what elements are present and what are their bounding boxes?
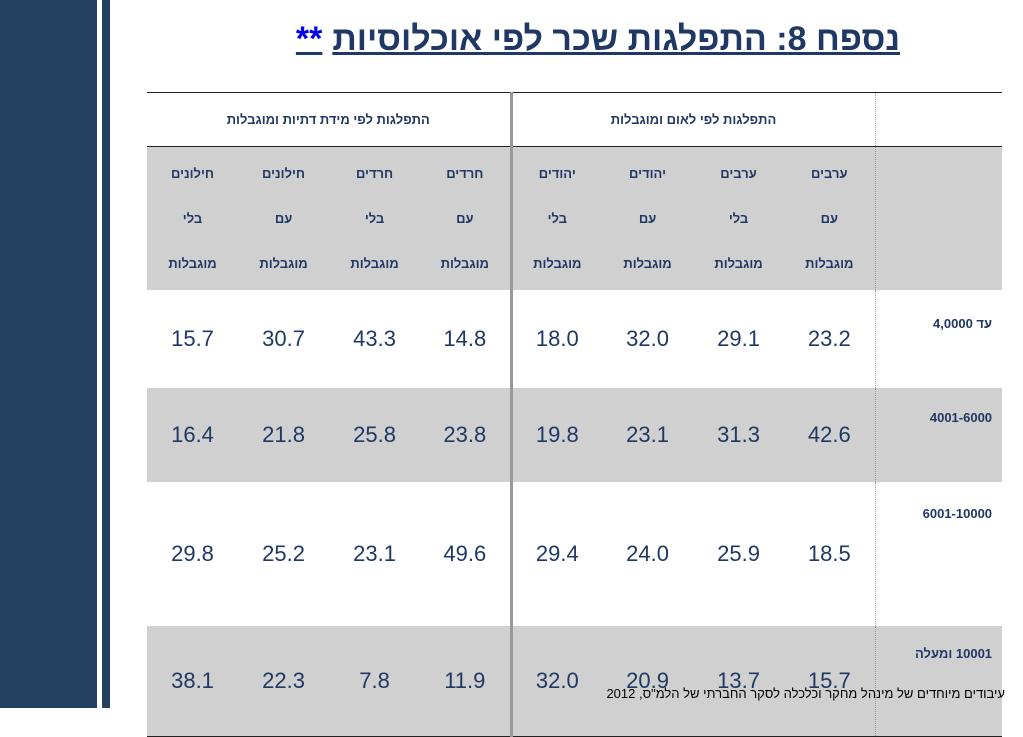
column-header-line: חרדים <box>446 166 484 181</box>
table-cell: 25.9 <box>717 541 760 566</box>
table-cell: 18.5 <box>807 541 851 566</box>
column-header-line: מוגבלות <box>350 256 399 271</box>
title-text: נספח 8: התפלגות שכר לפי אוכלוסיות <box>332 20 900 58</box>
table-cell: 38.1 <box>147 626 239 737</box>
column-header: יהודים עם מוגבלות <box>602 146 694 290</box>
column-header-line: מוגבלות <box>533 256 582 271</box>
sidebar-panel <box>0 0 97 708</box>
column-header-line: עם <box>820 211 838 226</box>
table-cell: 23.8 <box>420 388 512 482</box>
table-cell: 23.2 <box>807 326 851 351</box>
column-header-line: מוגבלות <box>623 256 672 271</box>
group-header-nation: התפלגות לפי לאום ומוגבלות <box>509 92 876 147</box>
table-cell: 20.9 <box>602 626 694 737</box>
group-header-row: התפלגות לפי לאום ומוגבלות התפלגות לפי מי… <box>147 92 1003 147</box>
column-header: יהודים בלי מוגבלות <box>509 146 603 290</box>
source-note: עיבודים מיוחדים של מינהל מחקר וכלכלה לסק… <box>606 686 1005 701</box>
table-cell: 23.1 <box>353 541 396 566</box>
table-cell: 32.0 <box>626 326 669 351</box>
table-cell: 49.6 <box>443 541 487 566</box>
table-row: 6001-10000 18.5 25.9 24.0 29.4 49.6 23.1 25.2 29… <box>147 482 1003 626</box>
column-header-line: מוגבלות <box>259 256 308 271</box>
column-header: חילונים עם מוגבלות <box>238 146 330 290</box>
table-cell: 30.7 <box>262 326 305 351</box>
column-header-line: ערבים <box>720 166 757 181</box>
table-cell: 29.8 <box>171 541 214 566</box>
table-row: 4001-6000 42.6 31.3 23.1 19.8 23.8 25.8 21.8 16.… <box>147 388 1003 482</box>
table-cell: 24.0 <box>626 541 669 566</box>
row-label: 6001-10000 <box>874 482 1003 626</box>
column-header: חילונים בלי מוגבלות <box>147 146 239 290</box>
column-header-line: עם <box>456 211 474 226</box>
column-header-line: חרדים <box>355 166 394 181</box>
table-cell: 11.9 <box>420 626 512 737</box>
row-label: 4001-6000 <box>874 388 1003 482</box>
column-header-line: עם <box>638 211 657 226</box>
table-cell: 16.4 <box>147 388 239 482</box>
table-cell: 32.0 <box>509 626 603 737</box>
column-header-line: מוגבלות <box>168 256 217 271</box>
table-cell: 25.8 <box>329 388 421 482</box>
table-cell: 25.2 <box>262 541 305 566</box>
page-title: נספח 8: התפלגות שכר לפי אוכלוסיות** <box>140 20 900 59</box>
column-header-line: מוגבלות <box>440 256 489 271</box>
column-header-line: חילונים <box>262 166 306 181</box>
column-header-line: ערבים <box>811 166 848 181</box>
column-header-line: עם <box>274 211 293 226</box>
column-header: חרדים בלי מוגבלות <box>329 146 421 290</box>
table-row: 10001 ומעלה 15.7 13.7 20.9 32.0 11.9 7.8 22.3 38… <box>147 626 1003 737</box>
table-cell: 13.7 <box>693 626 785 737</box>
row-label: 10001 ומעלה <box>874 626 1003 737</box>
group-header-religion: התפלגות לפי מידת דתיות ומוגבלות <box>147 92 512 147</box>
table-cell: 29.4 <box>509 482 603 626</box>
column-header-line: מוגבלות <box>714 256 763 271</box>
table-cell: 29.1 <box>717 326 760 351</box>
table-cell: 15.7 <box>784 626 876 737</box>
column-header-line: מוגבלות <box>805 256 854 271</box>
salary-distribution-table: התפלגות לפי לאום ומוגבלות התפלגות לפי מי… <box>147 92 1003 737</box>
table-cell: 7.8 <box>329 626 421 737</box>
table-cell: 43.3 <box>353 326 396 351</box>
sidebar-rule <box>102 0 110 708</box>
column-header-line: בלי <box>728 211 749 226</box>
table-cell: 21.8 <box>238 388 330 482</box>
column-header: חרדים עם מוגבלות <box>420 146 512 290</box>
table-cell: 19.8 <box>509 388 603 482</box>
table-cell: 15.7 <box>171 326 214 351</box>
row-label: עד 4,0000 <box>874 290 1003 388</box>
table-cell: 18.0 <box>509 290 603 388</box>
table-cell: 22.3 <box>238 626 330 737</box>
corner-cell <box>874 92 1003 147</box>
column-header-line: יהודים <box>629 166 667 181</box>
column-header-line: בלי <box>182 211 203 226</box>
column-header-line: בלי <box>364 211 385 226</box>
column-header-empty <box>874 146 1003 290</box>
column-header-line: חילונים <box>171 166 215 181</box>
title-footnote-link[interactable]: ** <box>295 20 323 58</box>
table-cell: 42.6 <box>784 388 876 482</box>
table-cell: 23.1 <box>602 388 694 482</box>
column-header: ערבים בלי מוגבלות <box>693 146 785 290</box>
column-header: ערבים עם מוגבלות <box>784 146 876 290</box>
table-cell: 14.8 <box>443 326 487 351</box>
column-header-row: ערבים עם מוגבלות ערבים בלי מוגבלות יהודים עם מוג… <box>147 146 1003 290</box>
column-header-line: בלי <box>547 211 567 226</box>
table-row: עד 4,0000 23.2 29.1 32.0 18.0 14.8 43.3 30.7 15.… <box>147 290 1003 388</box>
table-cell: 31.3 <box>693 388 785 482</box>
column-header-line: יהודים <box>538 166 576 181</box>
